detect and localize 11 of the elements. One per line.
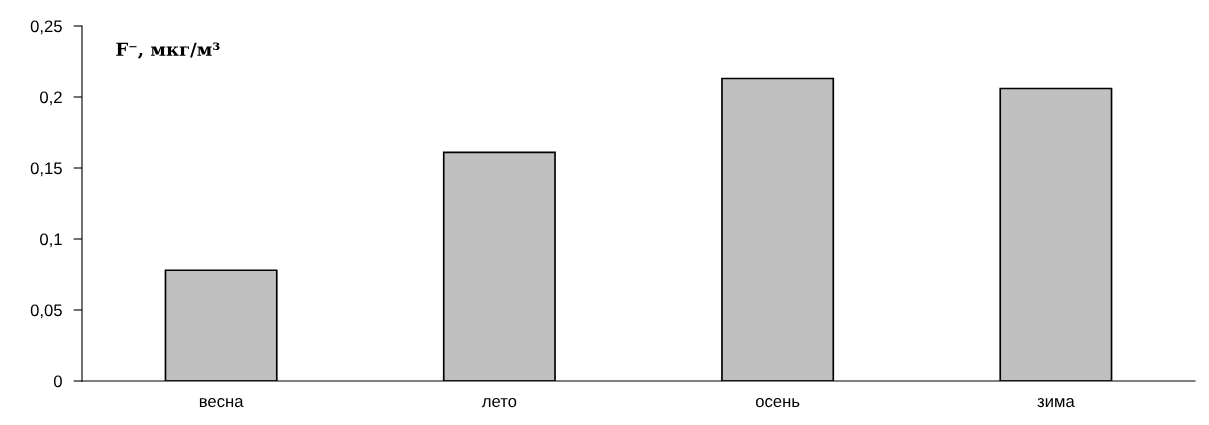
y-tick-label: 0,25 (30, 20, 62, 35)
y-tick-label: 0,15 (30, 162, 62, 177)
y-tick-label: 0,05 (30, 304, 62, 319)
x-tick-label: лето (481, 398, 517, 408)
y-tick-label: 0,2 (40, 91, 62, 106)
x-tick-label: осень (755, 398, 800, 408)
y-axis-title: F⁻, мкг/м³ (116, 42, 220, 59)
y-tick-label: 0 (53, 375, 62, 388)
x-tick-label: весна (199, 398, 244, 408)
y-tick-label: 0,1 (40, 233, 62, 248)
x-tick-label: зима (1037, 398, 1075, 408)
